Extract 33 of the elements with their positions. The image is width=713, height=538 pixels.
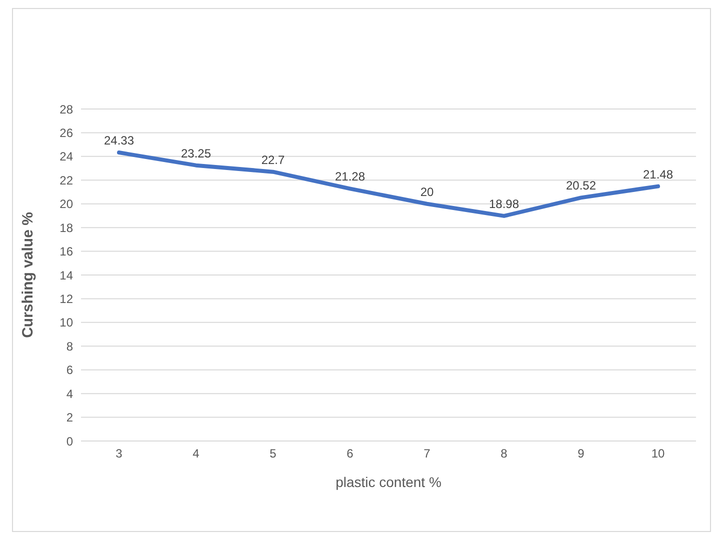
- y-tick-label: 6: [66, 363, 74, 378]
- y-tick-label: 8: [66, 339, 74, 354]
- x-tick-label: 4: [192, 446, 200, 461]
- data-label: 21.28: [334, 170, 366, 184]
- x-tick-label: 5: [270, 446, 277, 461]
- y-tick-label: 28: [60, 102, 74, 116]
- x-axis-title: plastic content %: [336, 474, 442, 490]
- data-label: 22.7: [261, 152, 285, 167]
- x-tick-label: 8: [500, 446, 508, 461]
- y-tick-label: 0: [66, 434, 74, 448]
- y-tick-label: 16: [60, 244, 74, 259]
- data-label: 20: [420, 184, 434, 199]
- x-tick-label: 9: [578, 446, 585, 461]
- y-tick-label: 10: [60, 316, 74, 330]
- y-tick-label: 26: [60, 126, 74, 140]
- y-tick-label: 4: [66, 386, 74, 401]
- y-tick-label: 22: [60, 173, 74, 188]
- x-tick-label: 3: [116, 446, 123, 461]
- x-tick-label: 10: [651, 446, 665, 461]
- y-tick-label: 14: [60, 268, 74, 282]
- y-tick-label: 20: [60, 197, 74, 212]
- x-tick-label: 7: [424, 446, 431, 461]
- y-tick-label: 2: [66, 410, 74, 425]
- y-tick-label: 18: [60, 220, 74, 235]
- y-axis-title: Curshing value %: [19, 212, 36, 338]
- x-tick-label: 6: [346, 446, 354, 461]
- data-label: 21.48: [642, 167, 674, 182]
- data-label: 18.98: [488, 196, 520, 211]
- data-label: 20.52: [566, 178, 596, 193]
- data-label: 24.33: [104, 134, 134, 148]
- y-tick-label: 12: [60, 292, 74, 306]
- data-label: 23.25: [180, 146, 212, 160]
- y-tick-label: 24: [60, 150, 74, 164]
